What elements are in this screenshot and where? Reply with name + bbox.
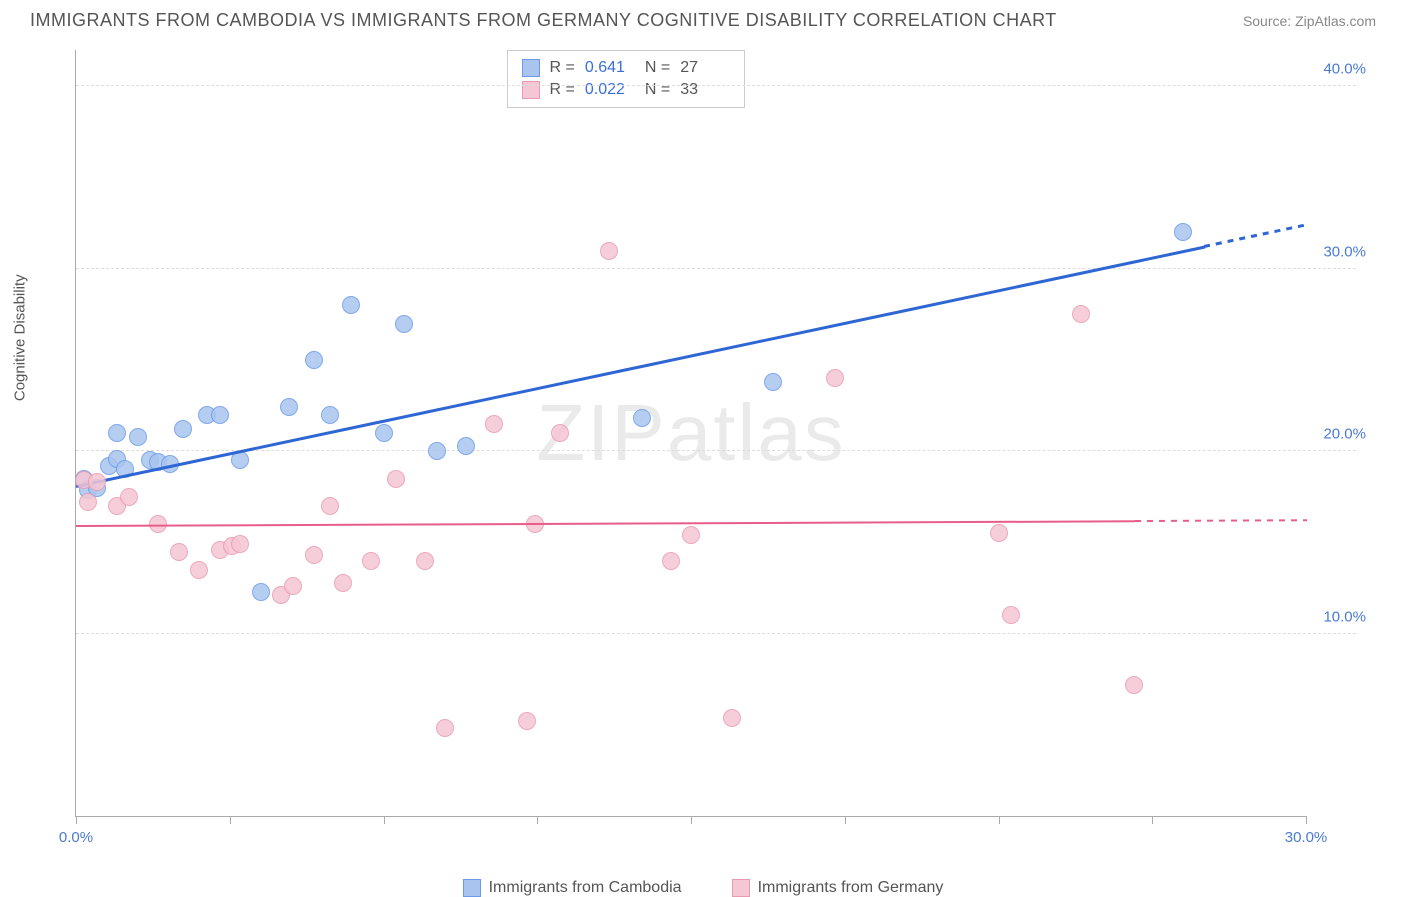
data-point-germany xyxy=(231,535,249,553)
r-value: 0.641 xyxy=(585,59,635,77)
source-label: Source: xyxy=(1243,13,1295,29)
x-tick xyxy=(1152,816,1153,824)
r-value: 0.022 xyxy=(585,81,635,99)
data-point-cambodia xyxy=(211,406,229,424)
x-axis-legend: Immigrants from Cambodia Immigrants from … xyxy=(30,879,1376,897)
data-point-cambodia xyxy=(1174,223,1192,241)
data-point-germany xyxy=(120,488,138,506)
gridline xyxy=(76,450,1356,451)
x-tick xyxy=(1306,816,1307,824)
data-point-germany xyxy=(826,369,844,387)
chart-container: Cognitive Disability ZIPatlas R =0.641N … xyxy=(30,50,1376,862)
data-point-cambodia xyxy=(129,428,147,446)
data-point-germany xyxy=(436,719,454,737)
gridline xyxy=(76,85,1356,86)
trendline-germany xyxy=(1135,519,1307,522)
data-point-cambodia xyxy=(395,315,413,333)
watermark: ZIPatlas xyxy=(536,387,845,479)
n-label: N = xyxy=(645,81,670,99)
x-tick-label: 0.0% xyxy=(59,829,93,846)
data-point-cambodia xyxy=(764,373,782,391)
x-tick xyxy=(76,816,77,824)
legend-label: Immigrants from Cambodia xyxy=(489,879,682,897)
chart-title: IMMIGRANTS FROM CAMBODIA VS IMMIGRANTS F… xyxy=(30,10,1057,31)
data-point-cambodia xyxy=(280,398,298,416)
data-point-cambodia xyxy=(342,296,360,314)
n-value: 27 xyxy=(680,59,730,77)
correlation-stats-box: R = 0.641 N = 27 R = 0.022 N = 33 xyxy=(507,50,746,108)
data-point-germany xyxy=(1002,606,1020,624)
data-point-germany xyxy=(362,552,380,570)
data-point-cambodia xyxy=(633,409,651,427)
data-point-germany xyxy=(485,415,503,433)
x-tick xyxy=(845,816,846,824)
data-point-germany xyxy=(170,543,188,561)
data-point-germany xyxy=(284,577,302,595)
trendline-germany xyxy=(76,520,1135,527)
data-point-germany xyxy=(387,470,405,488)
data-point-germany xyxy=(518,712,536,730)
data-point-cambodia xyxy=(321,406,339,424)
legend-swatch-cambodia xyxy=(522,59,540,77)
r-label: R = xyxy=(550,59,575,77)
legend-swatch-germany xyxy=(522,81,540,99)
data-point-germany xyxy=(990,524,1008,542)
x-tick xyxy=(999,816,1000,824)
x-tick xyxy=(384,816,385,824)
data-point-germany xyxy=(416,552,434,570)
legend-swatch-germany xyxy=(732,879,750,897)
data-point-germany xyxy=(682,526,700,544)
data-point-cambodia xyxy=(305,351,323,369)
stats-row-germany: R = 0.022 N = 33 xyxy=(522,79,731,101)
scatter-plot: ZIPatlas R =0.641N =27R =0.022N =33 10.0… xyxy=(75,50,1306,817)
stats-row-cambodia: R = 0.641 N = 27 xyxy=(522,57,731,79)
x-tick-label: 30.0% xyxy=(1285,829,1328,846)
source-link[interactable]: ZipAtlas.com xyxy=(1295,13,1376,29)
gridline xyxy=(76,633,1356,634)
data-point-germany xyxy=(305,546,323,564)
y-tick-label: 30.0% xyxy=(1323,243,1366,260)
y-tick-label: 10.0% xyxy=(1323,608,1366,625)
data-point-cambodia xyxy=(375,424,393,442)
y-tick-label: 40.0% xyxy=(1323,61,1366,78)
data-point-cambodia xyxy=(428,442,446,460)
data-point-germany xyxy=(1072,305,1090,323)
x-tick xyxy=(537,816,538,824)
legend-swatch-cambodia xyxy=(463,879,481,897)
source-attribution: Source: ZipAtlas.com xyxy=(1243,13,1376,29)
data-point-germany xyxy=(321,497,339,515)
y-tick-label: 20.0% xyxy=(1323,426,1366,443)
data-point-germany xyxy=(551,424,569,442)
data-point-germany xyxy=(334,574,352,592)
data-point-germany xyxy=(723,709,741,727)
x-tick xyxy=(691,816,692,824)
trendline-cambodia xyxy=(1204,224,1307,248)
data-point-cambodia xyxy=(252,583,270,601)
data-point-germany xyxy=(1125,676,1143,694)
data-point-cambodia xyxy=(457,437,475,455)
data-point-germany xyxy=(600,242,618,260)
n-label: N = xyxy=(645,59,670,77)
data-point-germany xyxy=(190,561,208,579)
data-point-cambodia xyxy=(108,424,126,442)
x-tick xyxy=(230,816,231,824)
data-point-germany xyxy=(79,493,97,511)
data-point-germany xyxy=(662,552,680,570)
legend-label: Immigrants from Germany xyxy=(758,879,944,897)
y-axis-label: Cognitive Disability xyxy=(12,274,29,401)
data-point-germany xyxy=(88,473,106,491)
gridline xyxy=(76,268,1356,269)
data-point-cambodia xyxy=(174,420,192,438)
legend-item-germany: Immigrants from Germany xyxy=(732,879,944,897)
r-label: R = xyxy=(550,81,575,99)
n-value: 33 xyxy=(680,81,730,99)
legend-item-cambodia: Immigrants from Cambodia xyxy=(463,879,682,897)
